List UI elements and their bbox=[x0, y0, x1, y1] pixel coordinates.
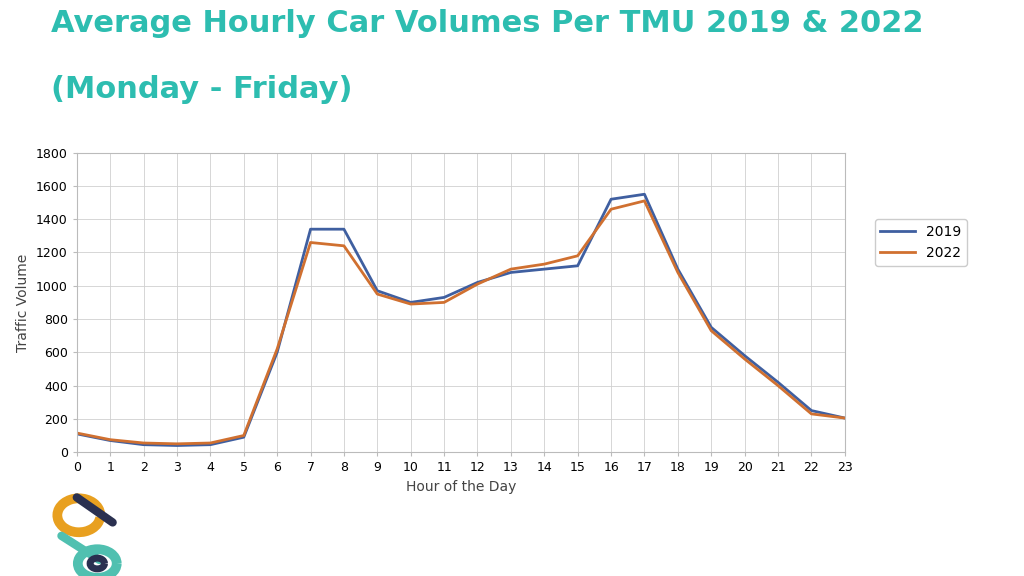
2022 bbox=[404, 301, 417, 308]
X-axis label: Hour of the Day: Hour of the Day bbox=[406, 480, 516, 494]
2022 bbox=[738, 355, 751, 362]
2022 bbox=[371, 291, 383, 298]
2022 bbox=[271, 346, 284, 353]
2022 bbox=[204, 439, 216, 446]
Text: (Monday - Friday): (Monday - Friday) bbox=[51, 75, 352, 104]
2019 bbox=[271, 349, 284, 356]
2022 bbox=[805, 411, 817, 418]
2019 bbox=[471, 279, 483, 286]
2019 bbox=[839, 415, 851, 422]
Text: Average Hourly Car Volumes Per TMU 2019 & 2022: Average Hourly Car Volumes Per TMU 2019 … bbox=[51, 9, 924, 37]
2022 bbox=[71, 430, 83, 437]
2019 bbox=[539, 266, 551, 272]
2019 bbox=[104, 437, 117, 444]
2019 bbox=[338, 226, 350, 233]
2022 bbox=[104, 436, 117, 443]
Y-axis label: Traffic Volume: Traffic Volume bbox=[16, 253, 31, 351]
2022 bbox=[505, 266, 517, 272]
Text: www.cso.ie: www.cso.ie bbox=[868, 513, 983, 532]
2022 bbox=[137, 439, 150, 446]
2019 bbox=[672, 266, 684, 272]
2019 bbox=[71, 430, 83, 437]
2019 bbox=[505, 269, 517, 276]
Line: 2022: 2022 bbox=[77, 201, 845, 444]
2022 bbox=[772, 382, 784, 389]
Text: 23: 23 bbox=[962, 545, 983, 563]
2019 bbox=[438, 294, 451, 301]
2019 bbox=[304, 226, 316, 233]
Legend: 2019, 2022: 2019, 2022 bbox=[874, 219, 967, 266]
2022 bbox=[238, 432, 250, 439]
2019 bbox=[238, 434, 250, 441]
2022 bbox=[171, 441, 183, 448]
2019 bbox=[404, 299, 417, 306]
2019 bbox=[137, 441, 150, 448]
2019 bbox=[171, 442, 183, 449]
2022 bbox=[672, 269, 684, 276]
2019 bbox=[571, 262, 584, 269]
2019 bbox=[371, 287, 383, 294]
2019 bbox=[706, 324, 718, 331]
2022 bbox=[839, 415, 851, 422]
2022 bbox=[539, 261, 551, 268]
2019 bbox=[805, 407, 817, 414]
2019 bbox=[204, 441, 216, 448]
2022 bbox=[571, 252, 584, 259]
2019 bbox=[605, 196, 617, 203]
2022 bbox=[471, 281, 483, 287]
2022 bbox=[638, 198, 650, 204]
2022 bbox=[706, 327, 718, 334]
2019 bbox=[738, 352, 751, 359]
2022 bbox=[438, 299, 451, 306]
2022 bbox=[304, 239, 316, 246]
2022 bbox=[338, 242, 350, 249]
Line: 2019: 2019 bbox=[77, 194, 845, 445]
2022 bbox=[605, 206, 617, 213]
2019 bbox=[772, 379, 784, 386]
2019 bbox=[638, 191, 650, 198]
